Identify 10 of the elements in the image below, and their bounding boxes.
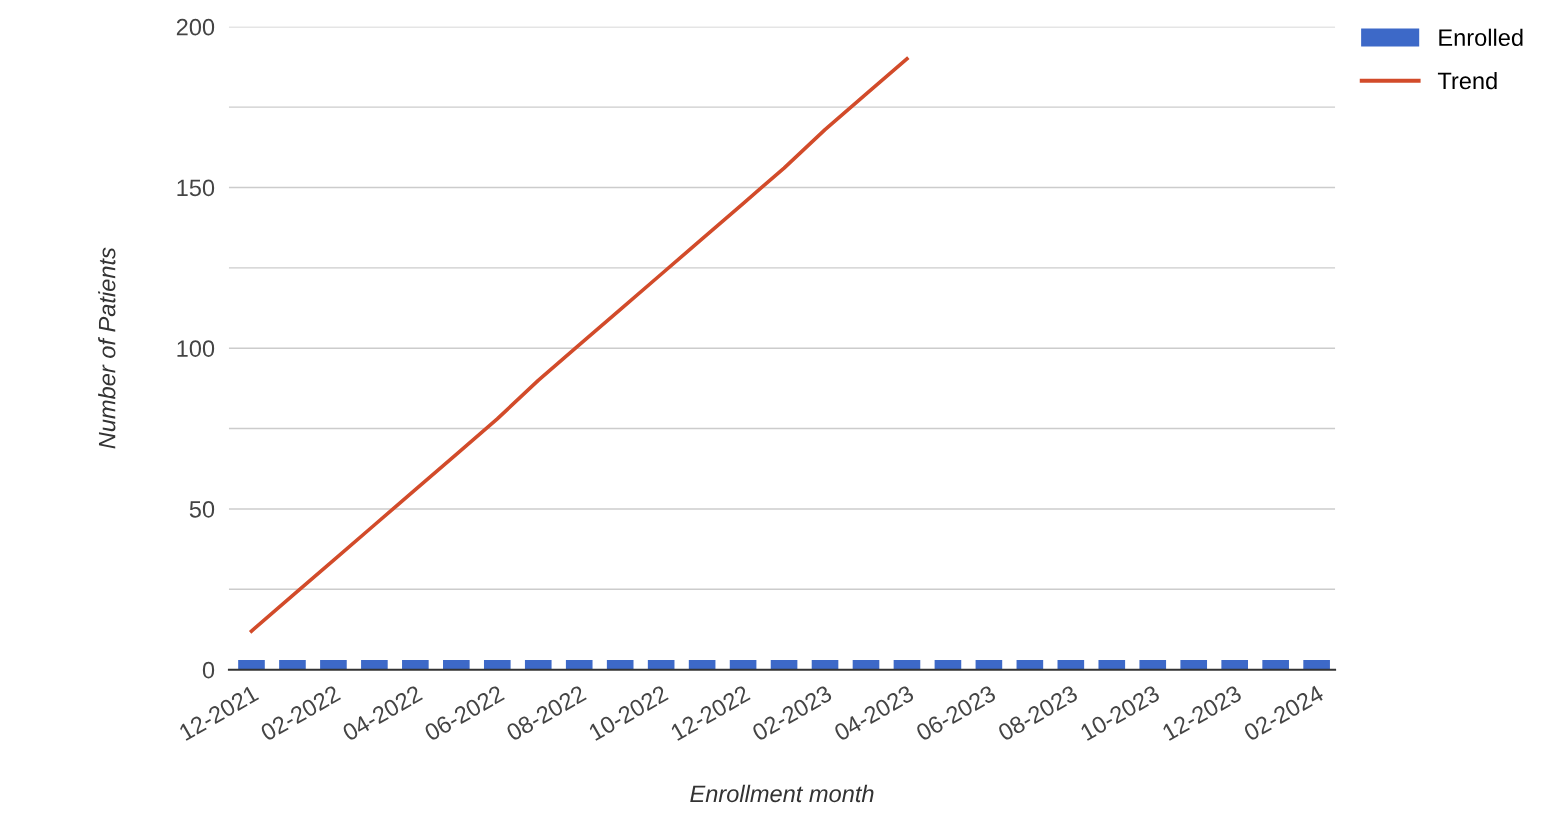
y-axis-title: Number of Patients (98, 247, 116, 449)
legend-label: Enrolled (1439, 28, 1523, 47)
y-tick-label: 100 (177, 340, 215, 357)
y-tick-label: 50 (189, 501, 215, 518)
y-tick-label: 150 (177, 179, 215, 197)
legend-label: Trend (1437, 71, 1497, 90)
y-tick-label: 200 (176, 18, 215, 36)
line-series (249, 57, 909, 633)
x-axis-title: Enrollment month (690, 784, 874, 803)
y-tick-label: 0 (202, 661, 215, 679)
